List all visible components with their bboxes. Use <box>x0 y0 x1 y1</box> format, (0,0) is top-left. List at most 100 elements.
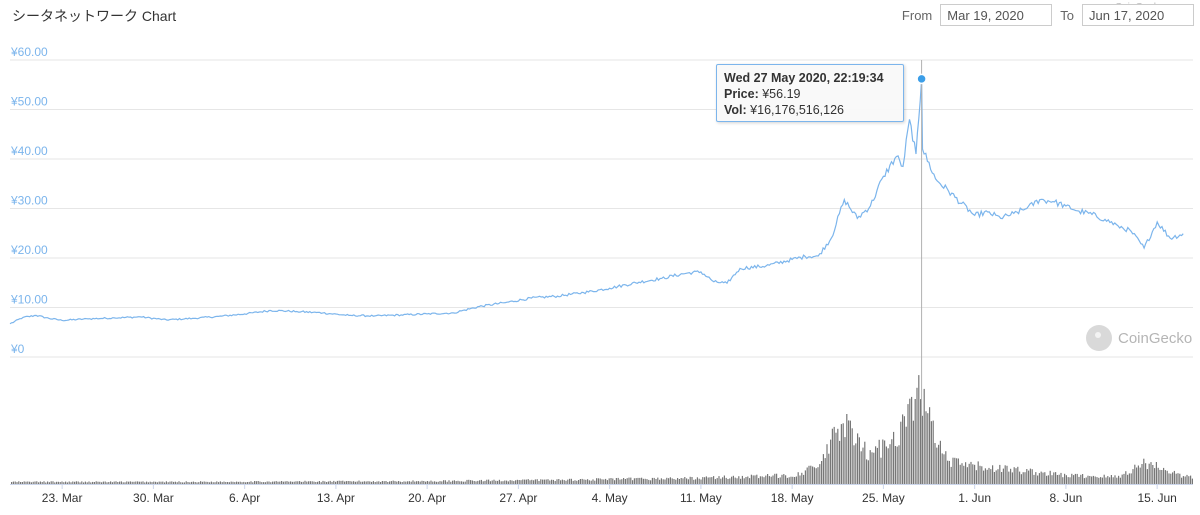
x-axis-labels: 23. Mar 30. Mar 6. Apr 13. Apr 20. Apr 27. Ap… <box>42 484 1177 505</box>
volume-bar <box>108 482 110 484</box>
volume-bar <box>576 480 578 484</box>
volume-bar <box>885 446 887 484</box>
volume-bar <box>1004 465 1006 484</box>
volume-bar <box>380 482 382 484</box>
volume-bar <box>560 480 562 484</box>
volume-bar <box>552 479 554 484</box>
volume-bar <box>277 481 279 484</box>
volume-bar <box>671 478 673 484</box>
volume-bar <box>819 464 821 484</box>
volume-bar <box>444 480 446 484</box>
volume-bar <box>824 458 826 484</box>
x-tick-label: 8. Jun <box>1050 491 1083 505</box>
volume-bar <box>1049 470 1051 484</box>
volume-bar <box>1143 458 1145 484</box>
volume-bar <box>794 477 796 484</box>
volume-bar <box>83 482 85 484</box>
volume-bar <box>812 466 814 484</box>
volume-bar <box>416 481 418 484</box>
volume-bar <box>936 447 938 484</box>
volume-bar <box>972 464 974 484</box>
volume-bar <box>169 481 171 484</box>
volume-bar <box>124 482 126 484</box>
volume-bar <box>284 481 286 484</box>
volume-bar <box>727 479 729 484</box>
volume-bar <box>43 481 45 484</box>
volume-bar <box>948 460 950 484</box>
volume-bar <box>293 481 295 484</box>
x-tick-label: 30. Mar <box>133 491 174 505</box>
volume-bar <box>473 481 475 484</box>
volume-bar <box>113 481 115 484</box>
volume-bar <box>324 481 326 484</box>
volume-bar <box>111 482 113 484</box>
volume-bar <box>1089 476 1091 484</box>
volume-bar <box>372 481 374 484</box>
volume-bar <box>394 481 396 484</box>
volume-bar <box>180 482 182 484</box>
volume-bar <box>538 481 540 484</box>
volume-bar <box>306 481 308 484</box>
volume-bar <box>1109 477 1111 484</box>
volume-bar <box>660 478 662 484</box>
volume-bar <box>1114 475 1116 484</box>
volume-bar <box>486 479 488 484</box>
volume-bar <box>209 482 211 484</box>
volume-bar <box>149 481 151 484</box>
volume-bar <box>241 482 243 484</box>
volume-bar <box>164 482 166 484</box>
volume-bar <box>358 480 360 484</box>
volume-bar <box>896 446 898 484</box>
volume-bar <box>484 480 486 484</box>
volume-bar <box>104 481 106 484</box>
volume-bar <box>902 414 904 484</box>
volume-bar <box>1164 470 1166 484</box>
volume-bar <box>630 477 632 484</box>
volume-bar <box>205 481 207 484</box>
volume-bar <box>767 474 769 484</box>
volume-bar <box>806 467 808 484</box>
volume-bar <box>875 446 877 484</box>
volume-bar <box>966 467 968 484</box>
volume-bar <box>740 478 742 484</box>
from-date-input[interactable] <box>940 4 1053 26</box>
volume-bar <box>1002 468 1004 484</box>
x-tick-label: 18. May <box>771 491 814 505</box>
volume-bar <box>146 481 148 484</box>
volume-bar <box>160 481 162 484</box>
volume-bar <box>218 482 220 484</box>
x-tick-label: 13. Apr <box>317 491 355 505</box>
volume-bar <box>889 444 891 484</box>
volume-bar <box>828 453 830 484</box>
volume-bar <box>254 481 256 484</box>
volume-bar <box>1074 473 1076 484</box>
volume-bar <box>243 481 245 484</box>
volume-bar <box>659 479 661 484</box>
volume-bar <box>138 481 140 484</box>
volume-bar <box>1029 468 1031 484</box>
to-date-input[interactable] <box>1082 4 1194 26</box>
volume-bar <box>74 481 76 484</box>
volume-bar <box>957 458 959 484</box>
volume-bar <box>286 481 288 484</box>
volume-bar <box>621 479 623 484</box>
volume-bar <box>344 481 346 484</box>
volume-bar <box>158 481 160 484</box>
volume-bar <box>50 481 52 484</box>
volume-bar <box>648 479 650 484</box>
tooltip-price-value: ¥56.19 <box>762 87 801 101</box>
volume-bar <box>1172 472 1174 484</box>
volume-bar <box>992 465 994 484</box>
volume-bar <box>610 478 612 484</box>
volume-bar <box>171 481 173 484</box>
volume-bar <box>282 481 284 484</box>
volume-bar <box>471 480 473 484</box>
volume-bar <box>371 481 373 484</box>
volume-bar <box>961 463 963 484</box>
volume-bar <box>189 482 191 484</box>
volume-bar <box>20 482 22 484</box>
volume-bar <box>313 481 315 484</box>
volume-bar <box>480 479 482 484</box>
volume-bar <box>614 480 616 484</box>
